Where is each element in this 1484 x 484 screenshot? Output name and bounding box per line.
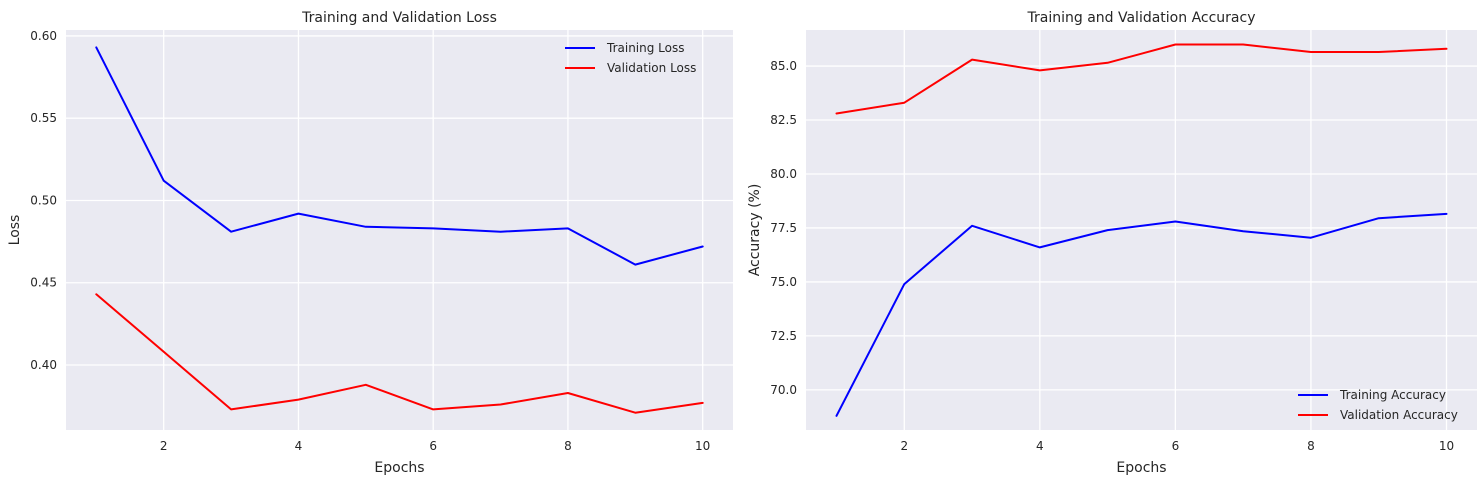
y-tick-label: 0.60 — [30, 29, 57, 43]
x-tick-label: 6 — [429, 439, 437, 453]
y-tick-label: 0.40 — [30, 358, 57, 372]
y-tick-label: 85.0 — [770, 59, 797, 73]
series-line-training-loss — [95, 46, 704, 266]
x-tick-label: 4 — [1036, 439, 1044, 453]
x-tick-label: 2 — [160, 439, 168, 453]
x-tick-label: 2 — [900, 439, 908, 453]
x-tick-label: 10 — [1439, 439, 1454, 453]
legend-label: Validation Accuracy — [1340, 408, 1458, 422]
y-tick-label: 75.0 — [770, 275, 797, 289]
y-tick-label: 0.50 — [30, 193, 57, 207]
series-line-validation-accuracy — [835, 43, 1448, 115]
legend: Training Loss Validation Loss — [565, 41, 696, 75]
y-tick-label: 0.55 — [30, 111, 57, 125]
y-tick-label: 70.0 — [770, 383, 797, 397]
y-tick-label: 0.45 — [30, 276, 57, 290]
chart-title: Training and Validation Accuracy — [1027, 10, 1256, 26]
y-axis-label: Accuracy (%) — [747, 184, 763, 277]
series-line-training-accuracy — [835, 212, 1448, 417]
x-tick-label: 10 — [695, 439, 710, 453]
x-tick-label: 6 — [1172, 439, 1180, 453]
y-tick-label: 82.5 — [770, 113, 797, 127]
chart-panel-1: 2 4 6 8 10 0.40 0.45 0.50 0.55 0.60 Training and V… — [7, 10, 733, 476]
x-tick-label: 4 — [295, 439, 303, 453]
legend-label: Validation Loss — [607, 61, 696, 75]
x-tick-label: 8 — [564, 439, 572, 453]
plot-background — [806, 30, 1477, 430]
legend: Training Accuracy Validation Accuracy — [1298, 388, 1458, 422]
legend-label: Training Accuracy — [1339, 388, 1446, 402]
y-axis-label: Loss — [7, 215, 23, 246]
chart-title: Training and Validation Loss — [301, 10, 497, 26]
x-axis-label: Epochs — [1116, 460, 1166, 476]
y-tick-label: 80.0 — [770, 167, 797, 181]
y-tick-label: 72.5 — [770, 329, 797, 343]
x-tick-label: 8 — [1307, 439, 1315, 453]
series-line-validation-loss — [95, 293, 704, 414]
chart-panel-2: 2 4 6 8 10 70.0 72.5 75.0 77.5 80.0 82.5 85.0 Traini… — [747, 10, 1477, 476]
plot-background — [66, 30, 733, 430]
legend-label: Training Loss — [606, 41, 684, 55]
y-tick-label: 77.5 — [770, 221, 797, 235]
x-axis-label: Epochs — [374, 460, 424, 476]
